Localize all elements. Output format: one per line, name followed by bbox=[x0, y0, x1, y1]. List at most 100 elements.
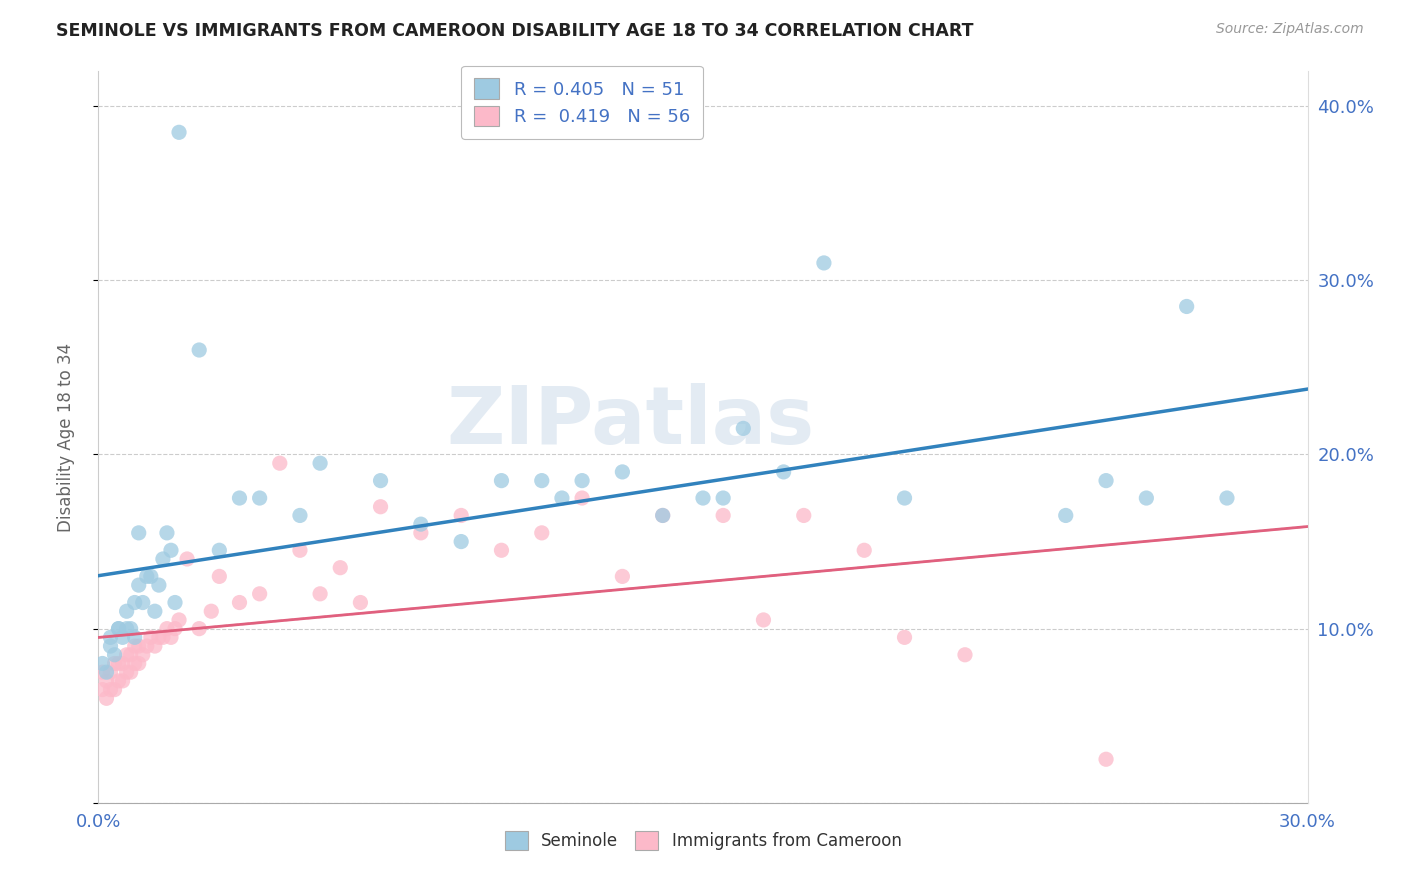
Point bbox=[651, 508, 673, 523]
Text: Source: ZipAtlas.com: Source: ZipAtlas.com bbox=[1216, 22, 1364, 37]
Point bbox=[115, 622, 138, 636]
Point bbox=[124, 639, 146, 653]
Point bbox=[163, 595, 186, 609]
Point bbox=[111, 631, 134, 645]
Point bbox=[953, 648, 976, 662]
Point bbox=[143, 639, 166, 653]
Point bbox=[249, 587, 271, 601]
Point bbox=[103, 657, 125, 671]
Point bbox=[167, 125, 190, 139]
Point bbox=[793, 508, 815, 523]
Point bbox=[91, 682, 114, 697]
Point bbox=[100, 665, 122, 680]
Point bbox=[409, 517, 432, 532]
Point bbox=[135, 569, 157, 583]
Point bbox=[128, 657, 150, 671]
Point bbox=[813, 256, 835, 270]
Point bbox=[163, 622, 186, 636]
Point bbox=[530, 474, 553, 488]
Point bbox=[107, 657, 129, 671]
Point bbox=[120, 622, 142, 636]
Point bbox=[450, 534, 472, 549]
Point bbox=[100, 682, 122, 697]
Point bbox=[1095, 752, 1118, 766]
Point bbox=[148, 631, 170, 645]
Point bbox=[711, 508, 734, 523]
Point bbox=[115, 604, 138, 618]
Point bbox=[124, 657, 146, 671]
Point bbox=[152, 552, 174, 566]
Point bbox=[128, 525, 150, 540]
Point bbox=[571, 491, 593, 505]
Point bbox=[152, 631, 174, 645]
Point bbox=[148, 578, 170, 592]
Point bbox=[1216, 491, 1239, 505]
Point bbox=[409, 525, 432, 540]
Point bbox=[132, 648, 155, 662]
Point bbox=[160, 631, 183, 645]
Legend: Seminole, Immigrants from Cameroon: Seminole, Immigrants from Cameroon bbox=[498, 824, 908, 856]
Point bbox=[91, 665, 114, 680]
Point bbox=[733, 421, 755, 435]
Point bbox=[143, 604, 166, 618]
Point bbox=[228, 595, 250, 609]
Point bbox=[167, 613, 190, 627]
Point bbox=[711, 491, 734, 505]
Point bbox=[124, 595, 146, 609]
Point bbox=[309, 456, 332, 470]
Point bbox=[208, 569, 231, 583]
Point bbox=[156, 622, 179, 636]
Point bbox=[132, 595, 155, 609]
Point bbox=[115, 648, 138, 662]
Point bbox=[752, 613, 775, 627]
Point bbox=[91, 657, 114, 671]
Point bbox=[124, 631, 146, 645]
Point bbox=[100, 631, 122, 645]
Point bbox=[288, 543, 311, 558]
Point bbox=[571, 474, 593, 488]
Point bbox=[692, 491, 714, 505]
Point bbox=[1095, 474, 1118, 488]
Point bbox=[96, 691, 118, 706]
Point bbox=[128, 578, 150, 592]
Point bbox=[111, 657, 134, 671]
Point bbox=[107, 622, 129, 636]
Point bbox=[772, 465, 794, 479]
Point bbox=[853, 543, 876, 558]
Point bbox=[96, 665, 118, 680]
Point bbox=[120, 665, 142, 680]
Point bbox=[139, 569, 162, 583]
Point bbox=[612, 569, 634, 583]
Point bbox=[1175, 300, 1198, 314]
Point bbox=[208, 543, 231, 558]
Point bbox=[115, 665, 138, 680]
Point bbox=[612, 465, 634, 479]
Point bbox=[128, 639, 150, 653]
Point bbox=[103, 682, 125, 697]
Point bbox=[370, 500, 392, 514]
Point bbox=[156, 525, 179, 540]
Point bbox=[893, 491, 915, 505]
Point bbox=[188, 343, 211, 357]
Point bbox=[309, 587, 332, 601]
Point bbox=[107, 673, 129, 688]
Point bbox=[100, 639, 122, 653]
Y-axis label: Disability Age 18 to 34: Disability Age 18 to 34 bbox=[56, 343, 75, 532]
Point bbox=[551, 491, 574, 505]
Point bbox=[450, 508, 472, 523]
Point bbox=[349, 595, 371, 609]
Point bbox=[491, 474, 513, 488]
Point bbox=[160, 543, 183, 558]
Point bbox=[120, 648, 142, 662]
Point bbox=[249, 491, 271, 505]
Point bbox=[139, 631, 162, 645]
Point bbox=[651, 508, 673, 523]
Point bbox=[107, 622, 129, 636]
Point bbox=[1054, 508, 1077, 523]
Point bbox=[96, 673, 118, 688]
Point bbox=[111, 673, 134, 688]
Point bbox=[176, 552, 198, 566]
Point bbox=[370, 474, 392, 488]
Point bbox=[103, 648, 125, 662]
Point bbox=[491, 543, 513, 558]
